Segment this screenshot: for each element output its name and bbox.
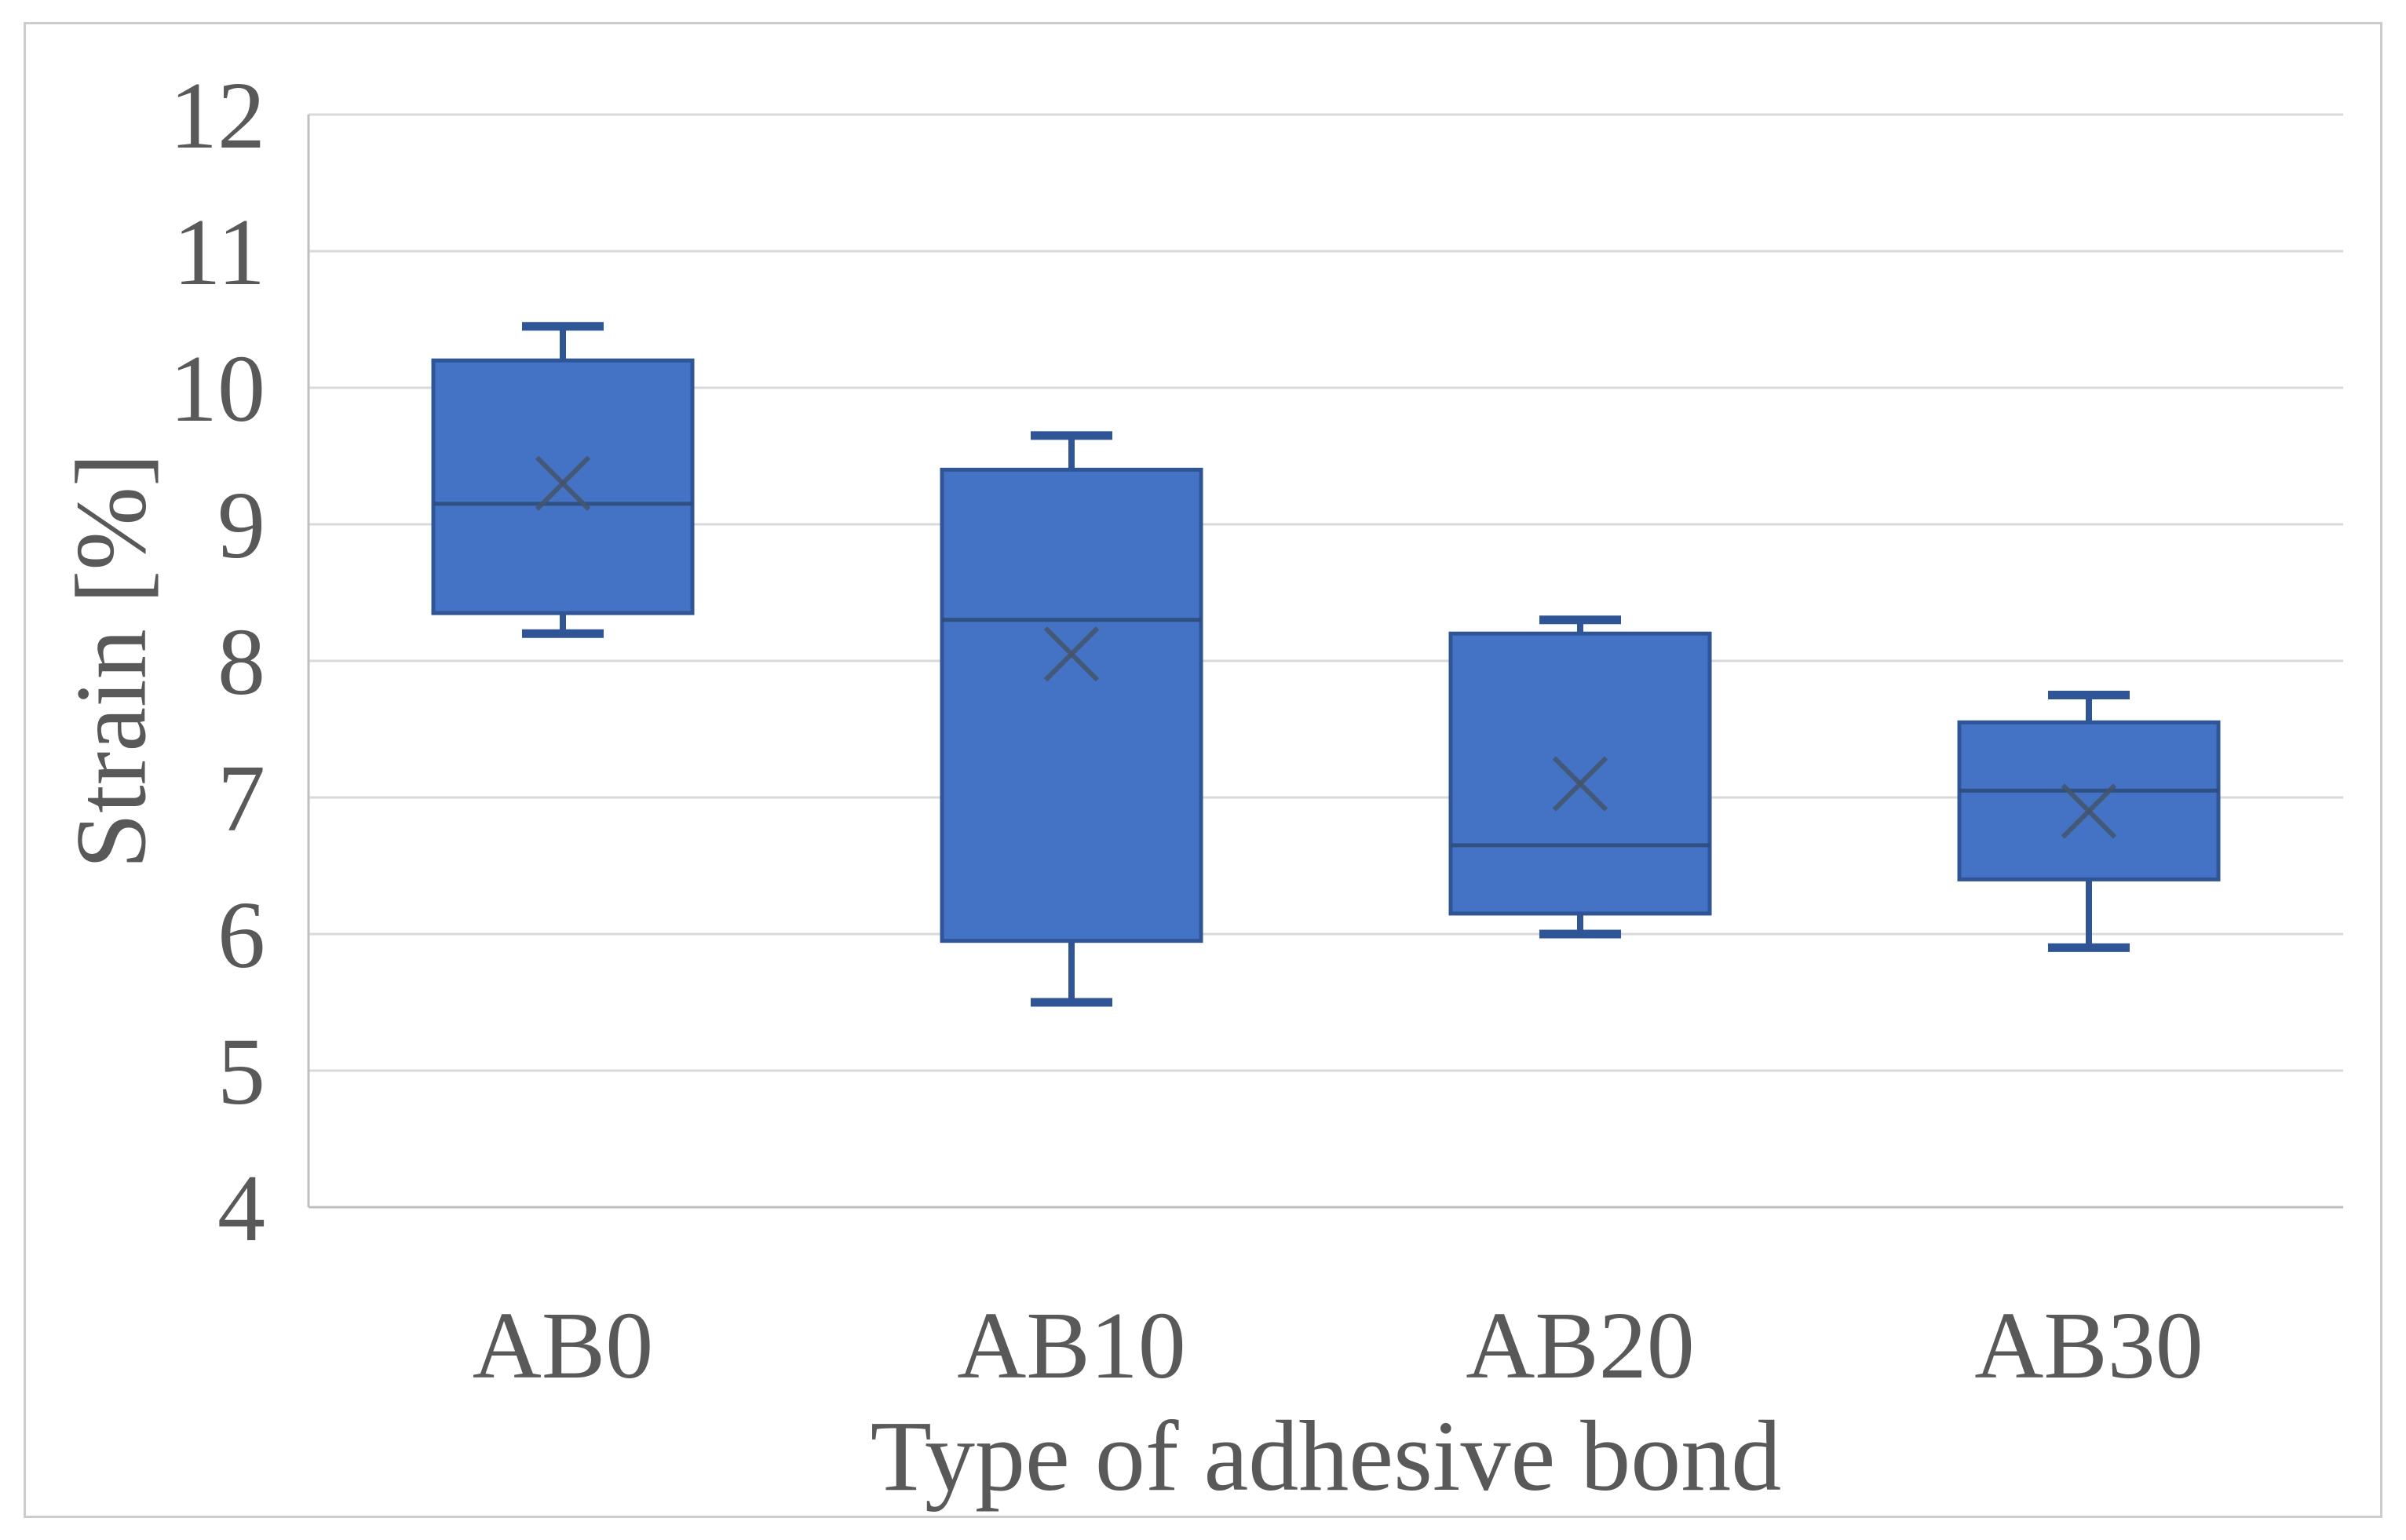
x-tick-label-AB20: AB20 bbox=[1466, 1293, 1694, 1399]
y-tick-label-10: 10 bbox=[170, 336, 265, 442]
y-tick-label-11: 11 bbox=[173, 199, 265, 305]
mean-x-marker-AB20 bbox=[1552, 756, 1608, 812]
x-tick-label-AB10: AB10 bbox=[957, 1293, 1185, 1399]
y-tick-label-8: 8 bbox=[217, 609, 265, 715]
y-tick-label-12: 12 bbox=[170, 63, 265, 169]
y-tick-label-9: 9 bbox=[217, 473, 265, 578]
box-AB0 bbox=[431, 358, 695, 615]
y-tick-label-5: 5 bbox=[217, 1019, 265, 1125]
y-tick-label-6: 6 bbox=[217, 882, 265, 988]
box-AB30 bbox=[1957, 720, 2221, 881]
box-AB10 bbox=[940, 467, 1203, 943]
y-tick-label-4: 4 bbox=[217, 1155, 265, 1261]
mean-x-marker-AB30 bbox=[2061, 783, 2117, 839]
box-AB20 bbox=[1448, 631, 1712, 916]
mean-x-marker-AB0 bbox=[535, 455, 591, 511]
x-axis-title: Type of adhesive bond bbox=[870, 1400, 1782, 1512]
mean-x-marker-AB10 bbox=[1043, 626, 1100, 682]
y-tick-label-7: 7 bbox=[217, 746, 265, 852]
y-axis-title: Strain [%] bbox=[55, 453, 167, 869]
x-tick-label-AB30: AB30 bbox=[1974, 1293, 2203, 1399]
x-tick-label-AB0: AB0 bbox=[473, 1293, 653, 1399]
